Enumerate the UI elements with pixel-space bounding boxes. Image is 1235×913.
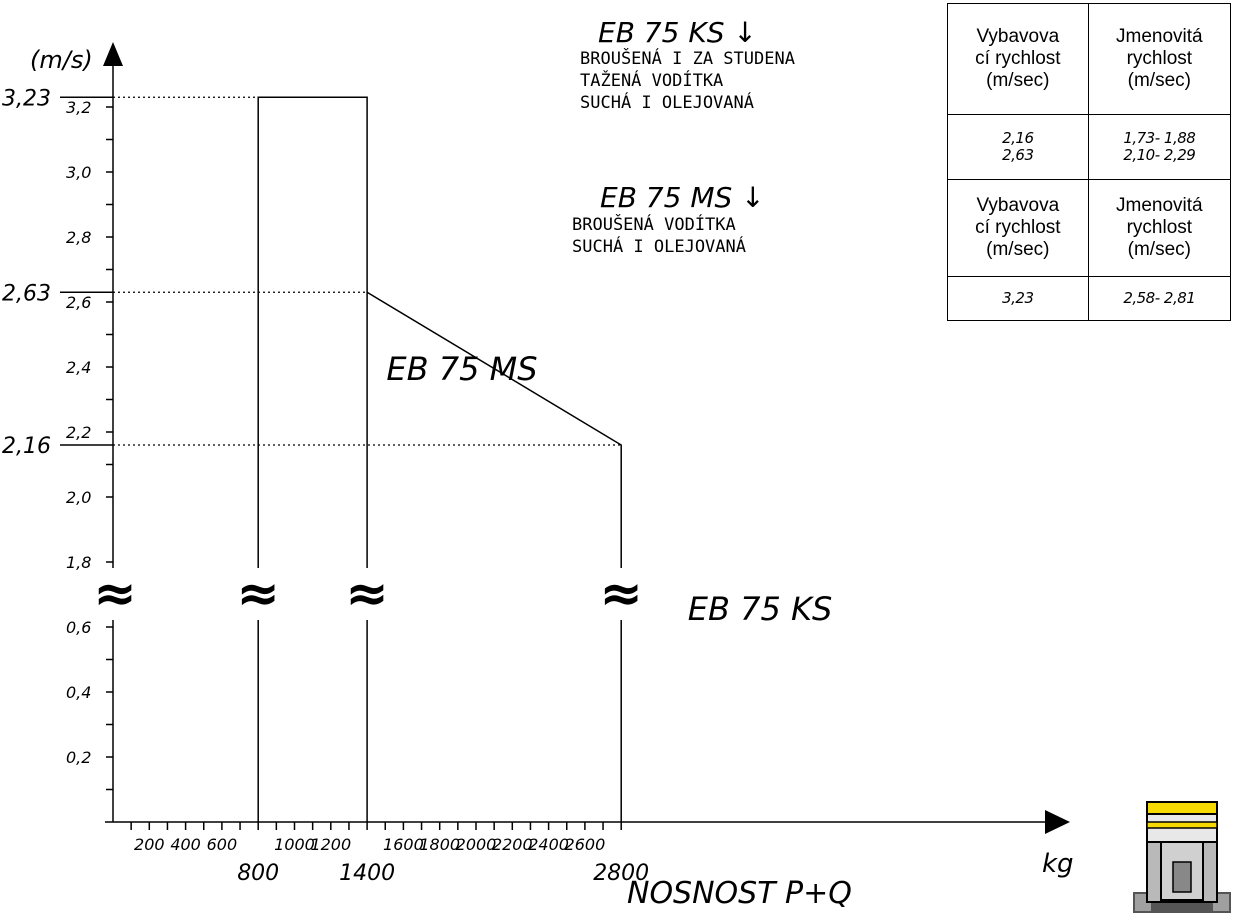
table-cell: 2,16 2,63 — [947, 114, 1089, 180]
x-tick-label: 1200 — [310, 835, 351, 854]
annotation-title-eb75ks: EB 75 KS ↓ — [598, 16, 757, 49]
region-label-eb75ks: EB 75 KS — [688, 590, 833, 628]
annotation-line: BROUŠENÁ I ZA STUDENA — [580, 47, 795, 69]
reference-lines — [60, 96, 622, 446]
table-row: 2,16 2,63 1,73- 1,88 2,10- 2,29 — [947, 114, 1232, 180]
table-row: 3,23 2,58- 2,81 — [947, 276, 1232, 321]
x-tick-label: 600 — [207, 835, 238, 854]
annotation-title-eb75ms: EB 75 MS ↓ — [600, 181, 765, 214]
series-lines — [257, 96, 622, 822]
y-tick-label: 2,8 — [66, 228, 91, 247]
y-tick-label: 2,2 — [66, 423, 91, 442]
axis-break-symbol: ≈ — [599, 564, 643, 624]
table-header-rated-speed: Jmenovitá rychlost (m/sec) — [1087, 179, 1232, 277]
x-tick-label: 2000 — [456, 835, 497, 854]
y-axis-arrow-icon — [103, 42, 123, 66]
y-tick-label: 1,8 — [66, 553, 91, 572]
y-marker-label: 2,63 — [2, 281, 51, 306]
y-tick-label: 0,6 — [66, 618, 91, 637]
region-label-eb75ms: EB 75 MS — [386, 350, 537, 388]
axis-break-mask — [347, 568, 388, 620]
annotation-line: TAŽENÁ VODÍTKA — [580, 69, 723, 91]
chart-text: (m/s) kg NOSNOST P+Q ≈ ≈ ≈ ≈ EB 75 MS EB 75 KS EB… — [30, 16, 1074, 911]
axis-break-mask — [238, 568, 279, 620]
series-eb75ms-outline — [257, 96, 368, 822]
x-tick-label: 400 — [170, 835, 201, 854]
table-header-rated-speed: Jmenovitá rychlost (m/sec) — [1087, 3, 1232, 115]
y-tick-label: 0,4 — [66, 683, 91, 702]
x-tick-label: 1800 — [419, 835, 460, 854]
annotation-line: SUCHÁ I OLEJOVANÁ — [572, 235, 746, 257]
y-marker-label: 3,23 — [2, 86, 51, 111]
y-tick-label: 2,4 — [66, 358, 91, 377]
table-cell: 3,23 — [947, 276, 1089, 321]
x-axis-title: NOSNOST P+Q — [627, 876, 852, 911]
x-tick-label: 1000 — [274, 835, 315, 854]
x-marker-label: 800 — [237, 861, 279, 886]
table-header-row: Vybavova cí rychlost (m/sec) Jmenovitá rych… — [947, 3, 1232, 115]
y-tick-label: 0,2 — [66, 748, 91, 767]
y-tick-label: 2,6 — [66, 293, 91, 312]
axis-break-symbol: ≈ — [345, 564, 389, 624]
table-header-tripping-speed: Vybavova cí rychlost (m/sec) — [947, 179, 1089, 277]
x-tick-label: 2400 — [528, 835, 569, 854]
axes — [103, 42, 1070, 834]
y-marker-label: 2,16 — [2, 434, 51, 459]
annotation-line: SUCHÁ I OLEJOVANÁ — [580, 91, 754, 113]
speed-table: Vybavova cí rychlost (m/sec) Jmenovitá rych… — [947, 3, 1232, 321]
x-unit-label: kg — [1042, 849, 1074, 879]
x-tick-label: 2200 — [492, 835, 533, 854]
x-axis-arrow-icon — [1045, 810, 1070, 834]
x-marker-label: 1400 — [339, 861, 395, 886]
axis-break-mask — [601, 568, 642, 620]
series-eb75ks-outline — [366, 291, 622, 822]
x-marker-label: 2800 — [593, 861, 649, 886]
y-tick-label: 2,0 — [66, 488, 91, 507]
table-header-tripping-speed: Vybavova cí rychlost (m/sec) — [947, 3, 1089, 115]
y-unit-label: (m/s) — [30, 46, 93, 74]
y-tick-label: 3,0 — [66, 163, 91, 182]
axis-break-symbol: ≈ — [93, 564, 137, 624]
annotation-line: BROUŠENÁ VODÍTKA — [572, 213, 736, 235]
x-tick-label: 2600 — [565, 835, 606, 854]
table-header-row: Vybavova cí rychlost (m/sec) Jmenovitá rych… — [947, 179, 1232, 277]
table-cell: 2,58- 2,81 — [1087, 276, 1232, 321]
x-tick-label: 1600 — [383, 835, 424, 854]
x-tick-label: 200 — [134, 835, 165, 854]
axis-break-symbol: ≈ — [236, 564, 280, 624]
y-tick-label: 3,2 — [66, 98, 91, 117]
axis-break-mask — [95, 568, 135, 620]
elevator-logo-icon — [1133, 801, 1231, 913]
table-cell: 1,73- 1,88 2,10- 2,29 — [1087, 114, 1232, 180]
tick-labels: 3,2 3,0 2,8 2,6 2,4 2,2 2,0 1,8 0,6 0,4 0,2 200 400 6… — [2, 86, 649, 886]
